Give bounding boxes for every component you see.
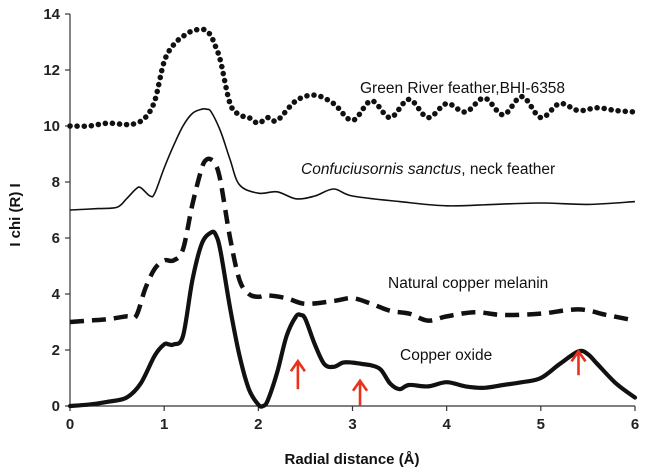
y-tick-label: 10 xyxy=(43,118,60,135)
y-tick-label: 0 xyxy=(52,398,60,415)
peak-arrow xyxy=(570,349,587,376)
y-tick-label: 12 xyxy=(43,62,60,79)
peak-arrow-head xyxy=(289,358,306,372)
peak-arrow xyxy=(351,378,369,406)
arrow-group xyxy=(289,349,587,406)
peak-arrow xyxy=(289,358,306,390)
x-tick-label: 3 xyxy=(348,416,356,433)
x-tick-label: 4 xyxy=(442,416,451,433)
y-tick-label: 4 xyxy=(52,286,61,303)
series-line-copper-oxide xyxy=(67,229,638,409)
x-axis-label: Radial distance (Å) xyxy=(284,451,419,468)
series-label-green-river: Green River feather,BHI-6358 xyxy=(360,80,565,97)
series-labels: Green River feather,BHI-6358 Confuciusor… xyxy=(301,80,565,364)
y-tick-label: 14 xyxy=(43,6,60,23)
y-tick-label: 6 xyxy=(52,230,60,247)
y-axis-label: I chi (R) I xyxy=(7,183,24,246)
series-label-confuciusornis-italic: Confuciusornis sanctus xyxy=(301,161,461,178)
series-label-copper-oxide: Copper oxide xyxy=(400,347,492,364)
series-line-green-river xyxy=(67,26,638,129)
x-tick-label: 0 xyxy=(66,416,74,433)
x-tick-label: 5 xyxy=(537,416,545,433)
peak-arrow-head xyxy=(351,378,369,392)
x-tick-label: 2 xyxy=(254,416,262,433)
y-tick-label: 8 xyxy=(52,174,60,191)
peak-arrow-head xyxy=(570,349,587,363)
series-group xyxy=(67,26,638,409)
x-tick-label: 6 xyxy=(631,416,639,433)
series-label-confuciusornis: Confuciusornis sanctus, neck feather xyxy=(301,161,555,178)
y-tick-label: 2 xyxy=(52,342,60,359)
series-label-confuciusornis-suffix: , neck feather xyxy=(461,161,555,178)
series-label-copper-melanin: Natural copper melanin xyxy=(388,275,548,292)
series-line-confuciusornis xyxy=(69,107,636,211)
x-tick-label: 1 xyxy=(160,416,168,433)
series-line-copper-melanin xyxy=(69,156,636,325)
